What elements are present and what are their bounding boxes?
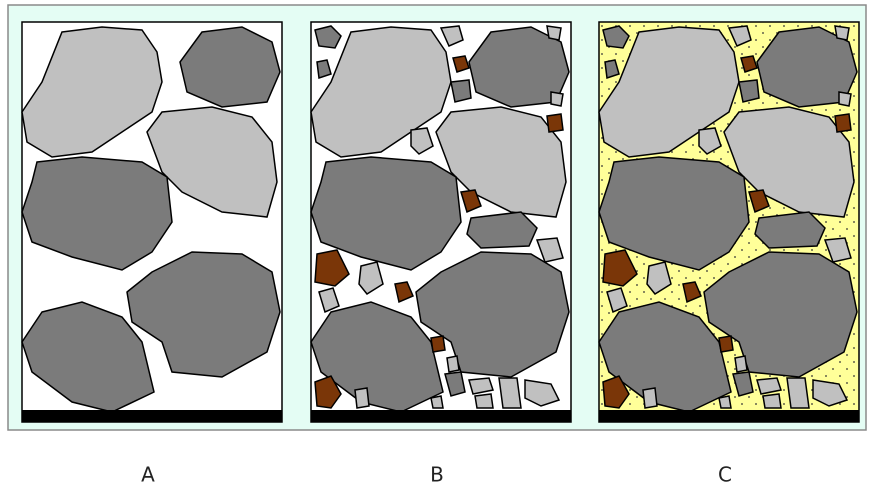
diagram: A B C	[0, 0, 872, 492]
label-b: B	[430, 463, 444, 487]
panel-a	[22, 22, 282, 422]
panel-c	[599, 22, 859, 422]
label-c: C	[718, 463, 732, 487]
label-a: A	[141, 463, 155, 487]
panel-b	[311, 22, 571, 422]
